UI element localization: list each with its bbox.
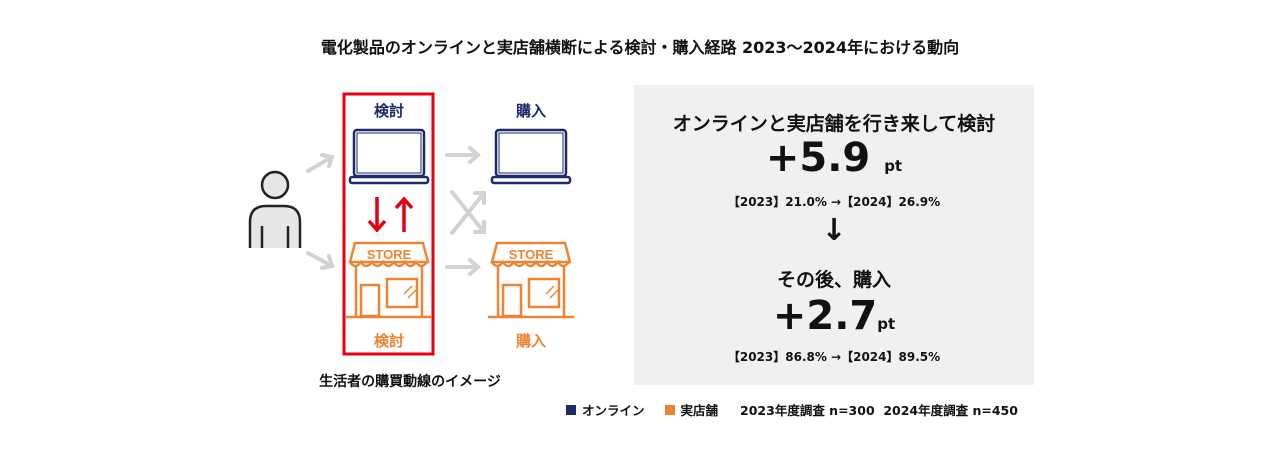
- store-swatch: [664, 404, 675, 415]
- arrow-down-icon: ↓: [821, 213, 847, 248]
- flow-arrows: [306, 146, 486, 276]
- arrow-to-online: [306, 153, 335, 173]
- stat-value: +2.7: [772, 293, 878, 339]
- store-icon: [346, 241, 432, 319]
- headline-consider: オンラインと実店舗を行き来して検討: [672, 113, 996, 135]
- result-panel: オンラインと実店舗を行き来して検討 +5.9 pt 【2023】21.0% →【…: [634, 85, 1034, 385]
- arrow-store-store: [445, 258, 482, 276]
- stat-unit: pt: [877, 315, 896, 333]
- label-purchase-online: 購入: [515, 102, 546, 120]
- store-sign: STORE: [509, 247, 554, 262]
- legend-online: オンライン: [582, 403, 645, 418]
- consideration-highlight-box: [342, 92, 435, 356]
- laptop-icon: [490, 128, 572, 185]
- detail-consider: 【2023】21.0% →【2024】26.9%: [727, 195, 941, 209]
- label-purchase-store: 購入: [515, 332, 546, 350]
- online-swatch: [566, 404, 576, 415]
- arrow-up-icon: [394, 196, 414, 232]
- legend-store: 実店舗: [680, 403, 719, 418]
- stat-unit: pt: [884, 157, 903, 175]
- person-icon: [248, 170, 302, 248]
- laptop-icon: [348, 128, 430, 185]
- legend: オンライン 実店舗 2023年度調査 n=300 2024年度調査 n=450: [566, 400, 1018, 419]
- arrow-down-icon: [367, 197, 387, 233]
- store-sign: STORE: [367, 247, 412, 262]
- detail-purchase: 【2023】86.8% →【2024】89.5%: [727, 350, 941, 364]
- arrow-cross-up: [450, 191, 486, 235]
- label-consider-online: 検討: [373, 102, 404, 120]
- survey-note: 2023年度調査 n=300 2024年度調査 n=450: [740, 403, 1018, 418]
- page-title: 電化製品のオンラインと実店舗横断による検討・購入経路 2023〜2024年におけ…: [320, 38, 960, 57]
- stat-consider: +5.9 pt: [634, 135, 1034, 189]
- headline-purchase: その後、購入: [776, 269, 891, 291]
- stat-value: +5.9: [765, 135, 871, 181]
- purchase-flow-diagram: STORE STORE: [248, 92, 574, 356]
- stat-purchase: +2.7pt: [634, 293, 1034, 347]
- store-icon: [488, 241, 574, 319]
- diagram-caption: 生活者の購買動線のイメージ: [319, 374, 501, 390]
- arrow-to-store: [306, 251, 335, 270]
- label-consider-store: 検討: [373, 332, 404, 350]
- arrow-online-online: [445, 146, 482, 164]
